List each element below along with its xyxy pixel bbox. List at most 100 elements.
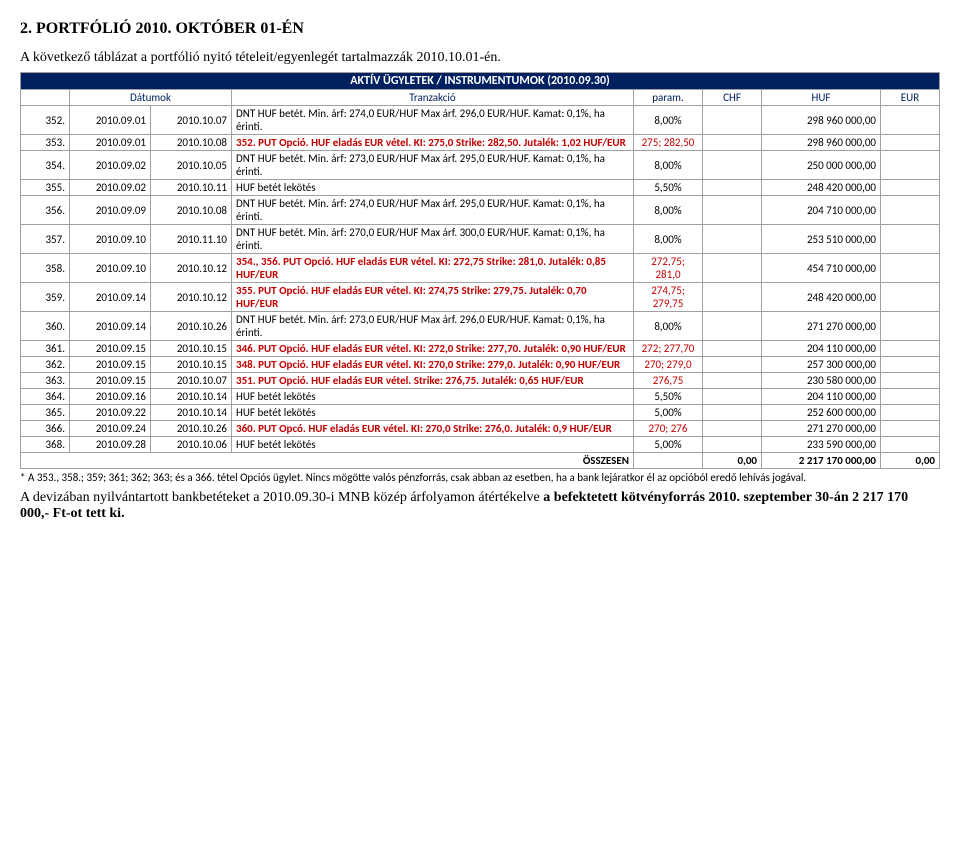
cell-date2: 2010.10.06 [151, 437, 232, 453]
cell-huf: 204 710 000,00 [762, 196, 881, 225]
cell-eur [881, 437, 940, 453]
cell-num: 359. [21, 283, 70, 312]
cell-huf: 248 420 000,00 [762, 180, 881, 196]
cell-trans: HUF betét lekötés [232, 180, 634, 196]
cell-date1: 2010.09.15 [70, 373, 151, 389]
cell-eur [881, 254, 940, 283]
cell-huf: 253 510 000,00 [762, 225, 881, 254]
cell-num: 361. [21, 341, 70, 357]
table-row: 353.2010.09.012010.10.08352. PUT Opció. … [21, 135, 940, 151]
cell-date2: 2010.10.12 [151, 283, 232, 312]
table-row: 359.2010.09.142010.10.12355. PUT Opció. … [21, 283, 940, 312]
cell-date1: 2010.09.14 [70, 283, 151, 312]
table-row: 363.2010.09.152010.10.07351. PUT Opció. … [21, 373, 940, 389]
cell-param: 270; 279,0 [634, 357, 703, 373]
sum-label: ÖSSZESEN [21, 453, 634, 469]
section-title: 2. PORTFÓLIÓ 2010. OKTÓBER 01-ÉN [20, 20, 940, 38]
cell-num: 368. [21, 437, 70, 453]
cell-eur [881, 405, 940, 421]
table-row: 354.2010.09.022010.10.05DNT HUF betét. M… [21, 151, 940, 180]
cell-date2: 2010.10.26 [151, 421, 232, 437]
sum-param [634, 453, 703, 469]
cell-eur [881, 135, 940, 151]
cell-date2: 2010.10.07 [151, 106, 232, 135]
cell-huf: 257 300 000,00 [762, 357, 881, 373]
cell-trans: HUF betét lekötés [232, 437, 634, 453]
cell-huf: 298 960 000,00 [762, 135, 881, 151]
cell-chf [703, 341, 762, 357]
cell-eur [881, 180, 940, 196]
col-eur: EUR [881, 90, 940, 106]
cell-param: 5,00% [634, 437, 703, 453]
table-row: 368.2010.09.282010.10.06HUF betét leköté… [21, 437, 940, 453]
sum-row: ÖSSZESEN 0,00 2 217 170 000,00 0,00 [21, 453, 940, 469]
cell-eur [881, 421, 940, 437]
closing-text: A devizában nyilvántartott bankbetéteket… [20, 490, 940, 522]
cell-date2: 2010.10.05 [151, 151, 232, 180]
cell-param: 8,00% [634, 106, 703, 135]
col-dates: Dátumok [70, 90, 232, 106]
cell-param: 276,75 [634, 373, 703, 389]
cell-num: 353. [21, 135, 70, 151]
cell-num: 354. [21, 151, 70, 180]
cell-num: 358. [21, 254, 70, 283]
cell-chf [703, 312, 762, 341]
cell-huf: 298 960 000,00 [762, 106, 881, 135]
cell-trans: HUF betét lekötés [232, 405, 634, 421]
cell-trans: DNT HUF betét. Min. árf: 270,0 EUR/HUF M… [232, 225, 634, 254]
cell-date1: 2010.09.10 [70, 225, 151, 254]
cell-date1: 2010.09.02 [70, 180, 151, 196]
cell-huf: 204 110 000,00 [762, 341, 881, 357]
cell-param: 8,00% [634, 225, 703, 254]
cell-date1: 2010.09.14 [70, 312, 151, 341]
cell-eur [881, 283, 940, 312]
cell-huf: 250 000 000,00 [762, 151, 881, 180]
table-row: 357.2010.09.102010.11.10DNT HUF betét. M… [21, 225, 940, 254]
table-row: 352.2010.09.012010.10.07DNT HUF betét. M… [21, 106, 940, 135]
cell-trans: DNT HUF betét. Min. árf: 273,0 EUR/HUF M… [232, 312, 634, 341]
table-row: 358.2010.09.102010.10.12354., 356. PUT O… [21, 254, 940, 283]
table-row: 361.2010.09.152010.10.15346. PUT Opció. … [21, 341, 940, 357]
cell-param: 8,00% [634, 151, 703, 180]
cell-num: 355. [21, 180, 70, 196]
cell-param: 8,00% [634, 196, 703, 225]
cell-trans: HUF betét lekötés [232, 389, 634, 405]
cell-huf: 233 590 000,00 [762, 437, 881, 453]
cell-date1: 2010.09.24 [70, 421, 151, 437]
cell-chf [703, 421, 762, 437]
cell-param: 275; 282,50 [634, 135, 703, 151]
col-param: param. [634, 90, 703, 106]
cell-num: 363. [21, 373, 70, 389]
cell-date1: 2010.09.22 [70, 405, 151, 421]
cell-eur [881, 225, 940, 254]
cell-eur [881, 196, 940, 225]
col-trans: Tranzakció [232, 90, 634, 106]
cell-num: 356. [21, 196, 70, 225]
cell-eur [881, 151, 940, 180]
cell-trans: 355. PUT Opció. HUF eladás EUR vétel. KI… [232, 283, 634, 312]
cell-trans: 360. PUT Opcó. HUF eladás EUR vétel. KI:… [232, 421, 634, 437]
portfolio-table: AKTÍV ÜGYLETEK / INSTRUMENTUMOK (2010.09… [20, 72, 940, 469]
cell-num: 357. [21, 225, 70, 254]
table-row: 365.2010.09.222010.10.14HUF betét leköté… [21, 405, 940, 421]
sum-eur: 0,00 [881, 453, 940, 469]
table-row: 364.2010.09.162010.10.14HUF betét leköté… [21, 389, 940, 405]
cell-num: 366. [21, 421, 70, 437]
cell-chf [703, 180, 762, 196]
cell-trans: 352. PUT Opció. HUF eladás EUR vétel. KI… [232, 135, 634, 151]
cell-chf [703, 106, 762, 135]
cell-date2: 2010.10.14 [151, 389, 232, 405]
cell-param: 272,75; 281,0 [634, 254, 703, 283]
cell-trans: 346. PUT Opció. HUF eladás EUR vétel. KI… [232, 341, 634, 357]
footnote: * A 353., 358.; 359; 361; 362; 363; és a… [20, 471, 940, 484]
table-row: 355.2010.09.022010.10.11HUF betét leköté… [21, 180, 940, 196]
sum-chf: 0,00 [703, 453, 762, 469]
cell-huf: 230 580 000,00 [762, 373, 881, 389]
cell-chf [703, 254, 762, 283]
cell-param: 274,75; 279,75 [634, 283, 703, 312]
cell-eur [881, 106, 940, 135]
cell-eur [881, 373, 940, 389]
cell-date2: 2010.10.15 [151, 341, 232, 357]
cell-trans: DNT HUF betét. Min. árf: 274,0 EUR/HUF M… [232, 196, 634, 225]
cell-date2: 2010.10.11 [151, 180, 232, 196]
